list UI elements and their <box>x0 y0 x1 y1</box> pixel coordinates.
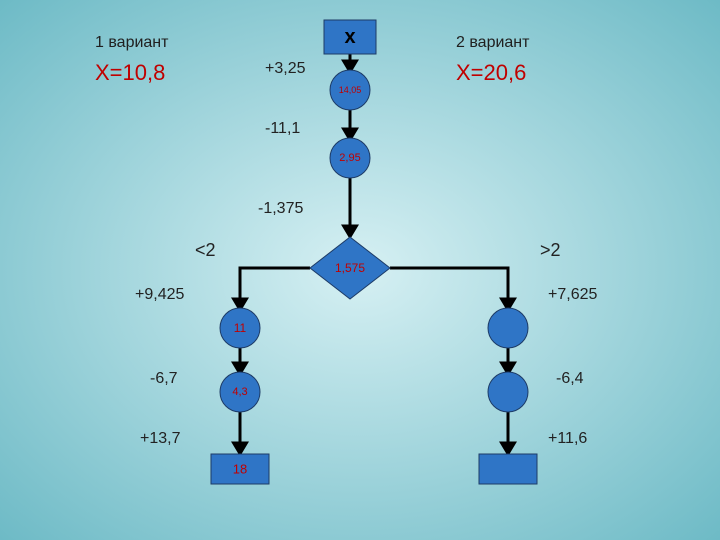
right-op-1: +7,625 <box>548 286 597 304</box>
op-minus-1-375: -1,375 <box>258 200 303 218</box>
svg-text:11: 11 <box>234 321 247 335</box>
right-op-2: -6,4 <box>556 370 584 388</box>
svg-text:1,575: 1,575 <box>335 261 365 275</box>
op-minus-11-1: -11,1 <box>265 120 300 138</box>
svg-text:14,05: 14,05 <box>339 85 362 95</box>
svg-text:х: х <box>344 26 355 48</box>
op-plus-3-25: +3,25 <box>265 60 305 78</box>
svg-text:18: 18 <box>233 462 247 477</box>
svg-text:4,3: 4,3 <box>232 386 247 398</box>
variant-1-title: 1 вариант <box>95 34 168 52</box>
variant-2-title: 2 вариант <box>456 34 529 52</box>
left-op-1: +9,425 <box>135 286 184 304</box>
cond-lt-2: <2 <box>195 240 216 261</box>
cond-gt-2: >2 <box>540 240 561 261</box>
svg-text:2,95: 2,95 <box>339 152 360 164</box>
x-value-2: Х=20,6 <box>456 60 526 86</box>
right-op-3: +11,6 <box>548 430 587 448</box>
left-op-2: -6,7 <box>150 370 178 388</box>
x-value-1: Х=10,8 <box>95 60 165 86</box>
left-op-3: +13,7 <box>140 430 180 448</box>
